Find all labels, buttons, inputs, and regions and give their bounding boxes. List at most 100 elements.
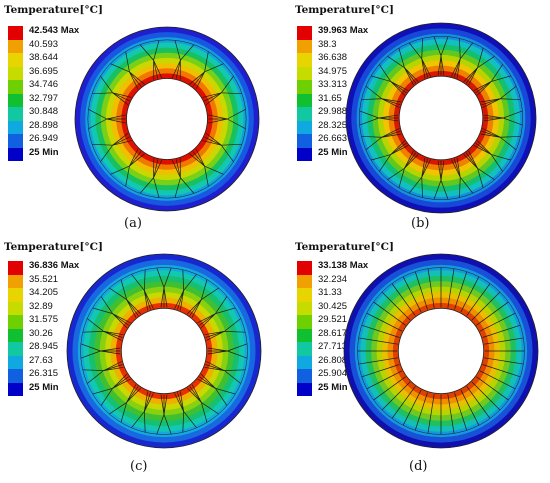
legend-swatch xyxy=(297,134,312,148)
legend-label: 29.521 xyxy=(318,314,348,325)
legend-swatch xyxy=(297,66,312,80)
legend-swatch xyxy=(8,26,23,40)
legend-label: 31.575 xyxy=(29,314,59,325)
legend-label: 28.945 xyxy=(29,341,59,352)
outer-outline xyxy=(74,26,260,212)
panel-b: Temperature[°C] 39.963 Max 38.3 36.638 34.9… xyxy=(275,0,550,241)
legend-label: 42.543 Max xyxy=(29,25,80,36)
legend-swatch xyxy=(297,120,312,134)
inner-hole xyxy=(126,78,208,160)
legend-label: 30.26 xyxy=(29,327,53,339)
legend-swatch xyxy=(297,93,312,107)
temperature-ring-contour xyxy=(66,253,262,449)
legend-swatch xyxy=(297,355,312,369)
legend-label: 31.65 xyxy=(318,92,342,104)
legend-title: Temperature[°C] xyxy=(4,4,103,16)
legend-label: 26.949 xyxy=(29,133,59,144)
legend-swatch xyxy=(297,80,312,94)
legend-swatch xyxy=(8,107,23,121)
legend-label: 28.617 xyxy=(318,327,348,339)
inner-hole xyxy=(120,307,208,395)
outer-outline xyxy=(345,22,537,214)
legend-label: 26.663 xyxy=(318,133,348,144)
legend-swatch xyxy=(8,134,23,148)
legend-swatch xyxy=(8,342,23,356)
legend-label: 38.644 xyxy=(29,52,59,63)
legend-title: Temperature[°C] xyxy=(295,4,394,16)
legend-label: 32.89 xyxy=(29,300,53,312)
panel-caption: (c) xyxy=(130,459,148,474)
panel-caption: (a) xyxy=(124,216,142,231)
legend-swatch xyxy=(297,288,312,302)
legend-label: 25 Min xyxy=(318,381,348,393)
inner-hole xyxy=(398,75,484,161)
legend-swatch xyxy=(297,369,312,383)
legend-swatch xyxy=(8,120,23,134)
legend-label: 33.138 Max xyxy=(318,260,369,271)
legend-title: Temperature[°C] xyxy=(4,241,103,253)
legend-swatch xyxy=(8,382,23,396)
legend-label: 35.521 xyxy=(29,273,59,285)
legend-swatch xyxy=(297,26,312,40)
legend-swatch xyxy=(297,53,312,67)
legend-swatch xyxy=(8,93,23,107)
legend-label: 30.425 xyxy=(318,300,348,312)
temperature-ring-contour xyxy=(343,253,539,449)
legend-swatch xyxy=(8,288,23,302)
legend-swatch xyxy=(8,355,23,369)
legend-label: 36.836 Max xyxy=(29,260,80,271)
legend-label: 32.797 xyxy=(29,92,59,104)
legend-label: 29.988 xyxy=(318,106,348,117)
legend-label: 26.808 xyxy=(318,354,348,366)
legend-swatch xyxy=(297,107,312,121)
legend-label: 25 Min xyxy=(29,146,59,158)
legend-swatch xyxy=(8,301,23,315)
legend-swatch xyxy=(297,261,312,275)
legend-title: Temperature[°C] xyxy=(295,241,394,253)
legend-label: 34.975 xyxy=(318,65,348,77)
legend-label: 31.33 xyxy=(318,287,342,298)
legend-swatch xyxy=(297,342,312,356)
legend-label: 26.315 xyxy=(29,368,59,379)
legend-label: 34.205 xyxy=(29,287,59,298)
legend-swatch xyxy=(8,261,23,275)
legend-label: 27.63 xyxy=(29,354,53,366)
legend-swatch xyxy=(297,147,312,161)
legend-label: 40.593 xyxy=(29,38,59,50)
panel-d: Temperature[°C] 33.138 Max 32.234 31.33 30.… xyxy=(275,241,550,482)
legend-swatch xyxy=(8,80,23,94)
legend-swatch xyxy=(8,53,23,67)
outer-outline xyxy=(343,253,539,449)
legend-swatch xyxy=(297,328,312,342)
legend-swatch xyxy=(8,66,23,80)
legend-label: 34.746 xyxy=(29,79,59,90)
legend-label: 36.638 xyxy=(318,52,348,63)
panel-c: Temperature[°C] 36.836 Max 35.521 34.205 32… xyxy=(0,241,275,482)
legend-swatch xyxy=(297,274,312,288)
panel-caption: (d) xyxy=(409,459,428,474)
legend-label: 28.898 xyxy=(29,119,59,131)
legend-swatch xyxy=(8,274,23,288)
legend-label: 25.904 xyxy=(318,368,348,379)
legend-swatch xyxy=(8,328,23,342)
ligament-lines xyxy=(357,267,525,435)
ligament-lines xyxy=(80,267,248,435)
ligament-lines xyxy=(359,36,523,200)
temperature-ring-contour xyxy=(345,22,537,214)
legend-label: 32.234 xyxy=(318,273,348,285)
legend-label: 38.3 xyxy=(318,38,337,50)
legend-label: 30.848 xyxy=(29,106,59,117)
outer-outline xyxy=(66,253,262,449)
legend-label: 28.325 xyxy=(318,119,348,131)
legend-swatch xyxy=(297,301,312,315)
legend-label: 39.963 Max xyxy=(318,25,369,36)
panel-caption: (b) xyxy=(411,216,430,231)
panel-a: Temperature[°C] 42.543 Max 40.593 38.644 36… xyxy=(0,0,275,241)
inner-hole xyxy=(397,307,485,395)
legend-swatch xyxy=(8,369,23,383)
legend-label: 36.695 xyxy=(29,65,59,77)
legend-swatch xyxy=(8,147,23,161)
legend-label: 33.313 xyxy=(318,79,348,90)
legend-swatch xyxy=(297,39,312,53)
legend-swatch xyxy=(8,315,23,329)
